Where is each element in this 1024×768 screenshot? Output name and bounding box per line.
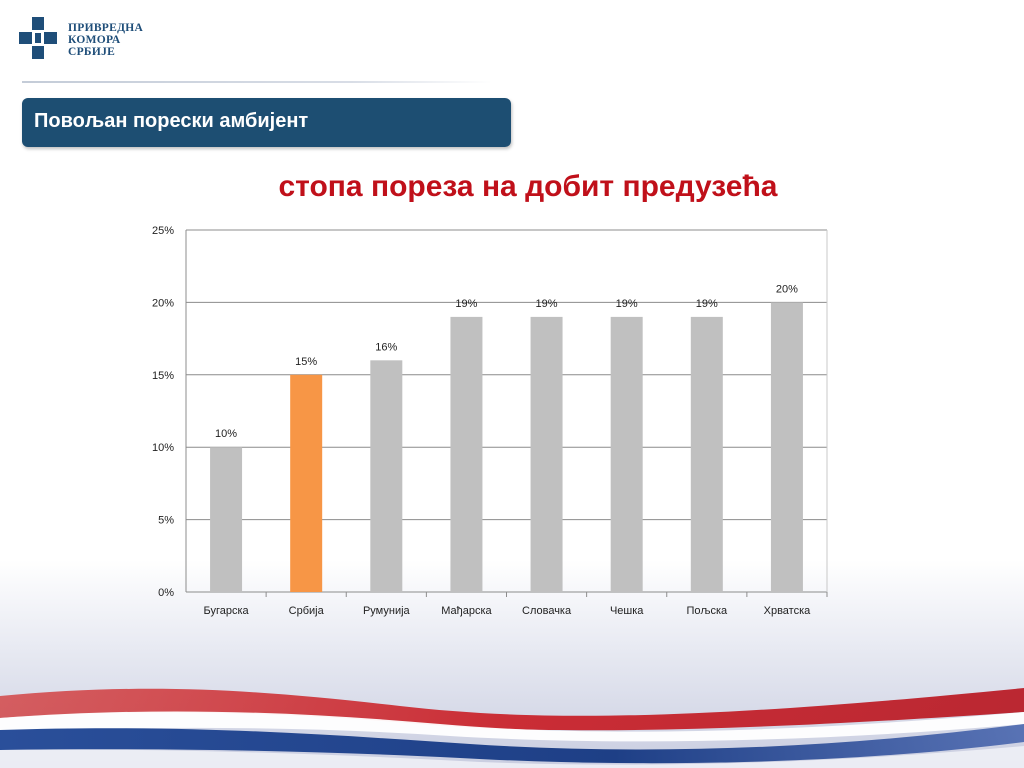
data-label: 19%: [536, 298, 558, 310]
chamber-logo: ПРИВРЕДНА КОМОРА СРБИЈЕ: [16, 14, 166, 66]
bar-2: [290, 374, 323, 592]
x-tick-label: Словачка: [522, 605, 572, 617]
data-label: 15%: [295, 356, 317, 368]
decorative-flag-waves: [0, 688, 1024, 768]
bar-5: [530, 316, 563, 592]
data-label: 20%: [776, 283, 798, 295]
data-label: 19%: [455, 298, 477, 310]
x-tick-label: Хрватска: [764, 605, 812, 617]
logo-text-line-1: ПРИВРЕДНА: [68, 22, 144, 34]
logo-cross-icon: [19, 17, 57, 59]
y-tick-label: 10%: [152, 442, 174, 454]
x-tick-label: Чешка: [610, 605, 644, 617]
bar-1: [210, 447, 243, 592]
y-tick-label: 5%: [158, 515, 174, 527]
bar-4: [450, 316, 483, 592]
y-tick-label: 20%: [152, 297, 174, 309]
bar-6: [610, 316, 643, 592]
x-tick-label: Пољска: [686, 605, 728, 617]
tax-rate-bar-chart: 0% 5% 10% 15% 20% 25% 10% Бугарска 15% Србија 16% Р…: [152, 225, 828, 617]
y-tick-label: 25%: [152, 225, 174, 237]
logo-text-line-2: КОМОРА: [68, 34, 121, 46]
x-tick-label: Србија: [289, 605, 325, 617]
logo-text-line-3: СРБИЈЕ: [68, 46, 116, 58]
bar-3: [370, 360, 403, 592]
header-divider: [22, 81, 492, 83]
chart-title: стопа пореза на добит предузећа: [278, 170, 778, 203]
x-tick-label: Мађарска: [441, 605, 492, 617]
data-label: 16%: [375, 341, 397, 353]
bar-7: [690, 316, 723, 592]
x-tick-label: Румунија: [363, 605, 411, 617]
x-tick-label: Бугарска: [203, 605, 249, 617]
bar-8: [770, 302, 803, 592]
data-label: 19%: [696, 298, 718, 310]
y-tick-label: 0%: [158, 587, 174, 599]
data-label: 10%: [215, 428, 237, 440]
y-tick-label: 15%: [152, 370, 174, 382]
section-banner: Повољан порески амбијент: [22, 98, 511, 147]
data-label: 19%: [616, 298, 638, 310]
section-title: Повољан порески амбијент: [34, 110, 309, 132]
